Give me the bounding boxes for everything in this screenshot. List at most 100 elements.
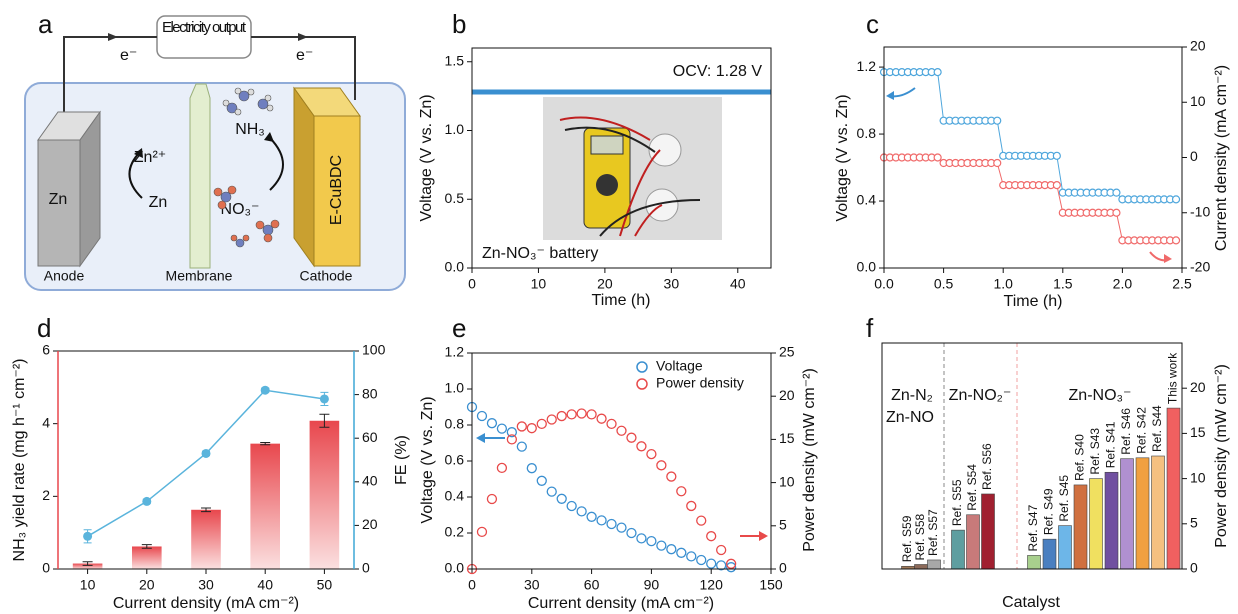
bar	[966, 514, 980, 570]
y-tick-label: 20	[1190, 379, 1206, 395]
group-label: Zn-N₂	[891, 387, 933, 404]
panel-letter: a	[38, 9, 53, 39]
bar-label: Ref. S41	[1104, 421, 1118, 468]
wire	[63, 36, 356, 112]
data-point	[586, 409, 597, 420]
cathode-label: Cathode	[300, 268, 353, 284]
bar	[250, 443, 280, 569]
bar	[72, 563, 103, 569]
y-tick-label: 6	[42, 342, 50, 358]
data-point	[476, 410, 488, 422]
panel-letter: c	[866, 9, 879, 39]
error-bar	[141, 544, 152, 549]
data-point	[716, 544, 727, 556]
cathode-side	[293, 86, 315, 268]
data-point	[596, 413, 607, 424]
annotation: OCV: 1.28 V	[673, 63, 763, 80]
data-point	[566, 500, 577, 512]
y-tick-label: 0.4	[857, 192, 877, 208]
anode-side	[79, 110, 101, 268]
data-point	[566, 409, 577, 420]
x-tick-label: 20	[139, 577, 155, 593]
data-point	[1112, 208, 1121, 217]
data-point	[606, 418, 617, 429]
electron-label: e⁻	[296, 47, 313, 64]
bar	[132, 546, 162, 569]
data-point	[556, 493, 567, 504]
y-tick-label: 0	[1190, 560, 1198, 576]
cathode	[313, 115, 361, 267]
data-point	[1171, 195, 1181, 204]
data-point	[636, 441, 647, 452]
bar-label: Ref. S46	[1119, 408, 1133, 455]
leads	[564, 126, 701, 237]
y2-tick-label: 15	[779, 430, 795, 446]
data-point	[666, 544, 677, 555]
bar	[1120, 458, 1134, 570]
data-point	[526, 423, 537, 434]
x-tick-label: 0.0	[874, 276, 894, 292]
bar	[191, 509, 221, 569]
y-tick-label: 0.8	[445, 416, 465, 432]
bar-label: This work	[1166, 352, 1180, 404]
data-point	[260, 385, 270, 395]
bar	[309, 420, 340, 569]
data-point	[725, 558, 737, 569]
y2-tick-label: 25	[779, 344, 795, 360]
y-axis-label: NH₃ yield rate (mg h⁻¹ cm⁻²)	[11, 359, 28, 562]
arrow-head	[264, 132, 274, 142]
cell-cap	[648, 133, 682, 167]
y-tick-label: 0.0	[857, 259, 877, 275]
data-point	[626, 527, 637, 539]
data-point	[536, 418, 547, 429]
y-tick-label: 1.0	[445, 380, 465, 396]
x-axis-label: Time (h)	[1004, 293, 1063, 310]
y2-tick-label: 20	[1190, 38, 1206, 54]
x-tick-label: 20	[597, 276, 613, 292]
panel-letter: b	[452, 9, 466, 39]
data-point	[626, 432, 637, 443]
bar	[1027, 555, 1041, 570]
data-point	[933, 68, 942, 77]
data-point	[676, 486, 687, 497]
data-point	[486, 418, 498, 429]
reaction-arrow	[128, 151, 143, 199]
bar-label: Ref. S49	[1042, 488, 1056, 535]
species-label: Zn	[149, 194, 168, 211]
bar	[914, 564, 928, 570]
x-axis-label: Catalyst	[1002, 594, 1060, 611]
reaction-arrow	[269, 137, 284, 191]
molecules	[213, 87, 280, 248]
x-tick-label: 10	[80, 577, 96, 593]
membrane	[189, 83, 211, 269]
plot-frame	[883, 46, 1183, 269]
y2-tick-label: 5	[779, 517, 787, 533]
x-tick-label: 30	[198, 577, 214, 593]
data-point	[319, 394, 329, 404]
multimeter-display	[590, 135, 624, 155]
bar	[1058, 525, 1072, 570]
leads	[559, 116, 663, 237]
bar-label: Ref. S47	[1026, 504, 1040, 551]
bar-label: Ref. S45	[1057, 475, 1071, 522]
axis-arrow-head	[1164, 254, 1172, 263]
y-tick-label: 2	[42, 487, 50, 503]
bar	[981, 493, 995, 570]
data-point	[706, 558, 717, 569]
annotation: Zn-NO₃⁻ battery	[482, 245, 598, 262]
x-tick-label: 120	[700, 577, 724, 593]
x-axis-label: Time (h)	[592, 292, 651, 309]
anode-metal: Zn	[49, 191, 68, 208]
axis-arrow-head	[759, 531, 768, 541]
error-bar	[201, 507, 211, 513]
y-tick-label: 1.2	[445, 344, 465, 360]
x-tick-label: 0.5	[934, 276, 954, 292]
data-point	[676, 547, 687, 558]
data-point	[646, 535, 657, 547]
group-label: Zn-NO₃⁻	[1069, 387, 1132, 404]
bar	[1166, 407, 1181, 570]
axis-arrow-head	[886, 91, 894, 100]
data-point	[686, 500, 697, 512]
error-bar	[260, 442, 271, 446]
